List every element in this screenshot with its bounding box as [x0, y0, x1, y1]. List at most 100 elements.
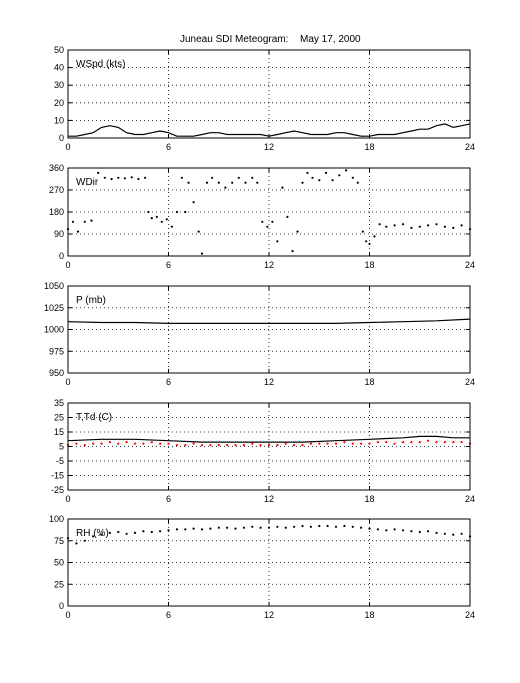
temp-ytick-label: -25 — [51, 485, 64, 495]
wdir-series-0-point — [137, 177, 140, 181]
rh-series-0-point — [100, 533, 103, 536]
pressure-ytick-label: 1050 — [44, 281, 64, 291]
rh-series-0-point — [133, 531, 137, 535]
temp-series-1-point — [167, 442, 170, 445]
rh-series-0-point — [401, 529, 405, 532]
temp-series-1-point — [117, 442, 120, 445]
temp-xtick-label: 0 — [65, 494, 70, 504]
wdir-xtick-label: 0 — [65, 260, 70, 270]
temp-series-1-point — [351, 442, 354, 445]
wdir-series-0-point — [224, 186, 227, 189]
wdir-series-0-point — [351, 176, 354, 179]
temp-series-1-point — [326, 442, 329, 445]
rh-series-0-point — [435, 531, 438, 535]
wdir-series-0-point — [368, 242, 371, 245]
temp-series-1-point — [435, 441, 438, 444]
rh-xtick-label: 12 — [264, 610, 274, 620]
wdir-series-0-point — [187, 181, 190, 184]
wdir-series-0-point — [217, 181, 220, 184]
wspd-xtick-label: 6 — [166, 142, 171, 152]
temp-series-1-point — [309, 442, 312, 445]
rh-series-0-point — [376, 528, 379, 531]
rh-series-0-point — [259, 526, 262, 529]
temp-series-1-point — [443, 441, 446, 444]
temp-ytick-label: -5 — [56, 456, 64, 466]
wdir-panel-label: WDir — [76, 177, 99, 188]
rh-series-0-point — [460, 532, 463, 535]
rh-series-0-point — [351, 525, 354, 528]
wdir-series-0-point — [165, 218, 168, 221]
wdir-series-0-point — [71, 220, 75, 223]
temp-series-1-point — [293, 444, 296, 447]
wdir-series-0-point — [197, 230, 200, 233]
wdir-series-0-point — [361, 230, 364, 233]
wdir-panel: 0 6 12 18 24 0 90 180 270 360 WDir — [49, 163, 475, 270]
temp-xtick-label: 6 — [166, 494, 171, 504]
wdir-series-0-point — [378, 223, 381, 226]
temp-series-1-point — [368, 442, 371, 445]
rh-ytick-label: 100 — [49, 514, 64, 524]
rh-series-0-point — [418, 530, 421, 534]
rh-series-0-point — [251, 525, 254, 528]
rh-series-0-point — [117, 530, 120, 534]
temp-series-1-point — [385, 441, 388, 444]
rh-series-0-point — [175, 528, 178, 531]
temp-series-1-point — [259, 444, 262, 447]
wspd-ytick-label: 10 — [54, 115, 64, 125]
rh-series-0-point — [276, 525, 279, 528]
wdir-series-0-point — [261, 220, 264, 223]
wdir-series-0-point — [200, 252, 204, 255]
wdir-series-0-point — [130, 176, 133, 179]
wdir-series-0-point — [83, 220, 86, 223]
temp-series-0-line — [67, 435, 470, 443]
temp-series-1-point — [460, 441, 463, 444]
temp-series-1-point — [226, 444, 229, 447]
rh-series-0-point — [159, 530, 162, 533]
pressure-series-0-line — [67, 318, 471, 324]
wdir-series-0-point — [147, 210, 150, 214]
temp-series-1-point — [276, 444, 279, 447]
wspd-ytick-label: 20 — [54, 98, 64, 108]
pressure-xtick-label: 12 — [264, 377, 274, 387]
wdir-series-0-point — [281, 186, 284, 189]
wdir-series-0-point — [286, 215, 289, 218]
wdir-series-0-point — [401, 223, 405, 226]
rh-series-0-point — [318, 524, 321, 528]
wdir-series-0-point — [160, 220, 163, 223]
temp-ytick-label: 15 — [54, 427, 64, 437]
wspd-ytick-label: 0 — [59, 133, 64, 143]
temp-ytick-label: -15 — [51, 471, 64, 481]
wdir-series-0-point — [365, 240, 368, 243]
wdir-series-0-point — [460, 224, 463, 227]
wdir-series-0-point — [331, 179, 334, 182]
rh-panel-label: RH (%) — [76, 528, 109, 539]
wdir-series-0-point — [144, 176, 147, 179]
wdir-series-0-point — [373, 235, 376, 238]
pressure-ytick-label: 975 — [49, 346, 64, 356]
rh-series-0-point — [301, 524, 304, 528]
wdir-series-0-point — [296, 230, 299, 233]
temp-series-1-point — [83, 444, 86, 447]
wspd-panel-label: WSpd (kts) — [76, 59, 125, 70]
wdir-series-0-point — [175, 210, 178, 214]
temp-xtick-label: 12 — [264, 494, 274, 504]
temp-ytick-label: 35 — [54, 398, 64, 408]
temp-series-1-point — [427, 439, 430, 442]
temp-series-1-point — [410, 441, 413, 444]
wdir-series-0-point — [256, 181, 259, 184]
wdir-series-0-point — [205, 181, 209, 184]
wdir-series-0-point — [318, 179, 321, 182]
wdir-series-0-point — [211, 176, 214, 179]
temp-series-1-point — [301, 444, 304, 447]
rh-series-0-point — [200, 528, 204, 531]
rh-series-0-point — [242, 526, 245, 529]
temp-series-1-point — [184, 444, 187, 447]
wspd-ytick-label: 50 — [54, 45, 64, 55]
rh-series-0-point — [75, 542, 78, 545]
wdir-series-0-point — [76, 230, 80, 233]
rh-series-0-point — [209, 527, 212, 530]
rh-series-0-point — [293, 525, 296, 528]
wdir-series-0-point — [301, 181, 304, 184]
temp-series-1-point — [343, 441, 346, 444]
